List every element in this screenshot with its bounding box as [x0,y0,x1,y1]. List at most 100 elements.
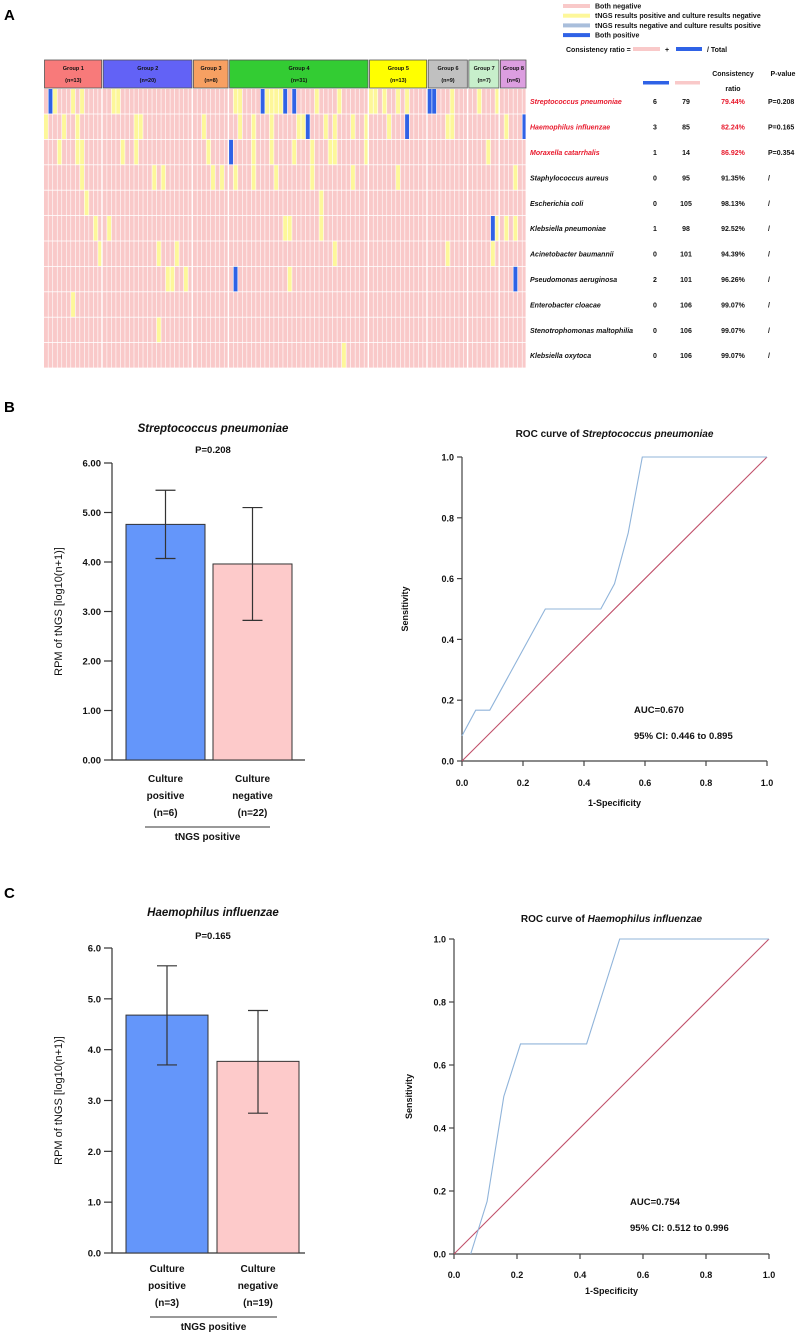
heatmap-cell [355,139,360,165]
heatmap-cell [517,216,522,241]
heatmap-cell [305,292,310,317]
heatmap-cell [328,89,333,114]
heatmap-cell [477,190,482,216]
heatmap-cell [179,266,184,292]
heatmap-cell [220,165,224,190]
heatmap-cell [129,343,134,368]
heatmap-cell [472,139,477,165]
heatmap-cell [71,266,75,292]
heatmap-cell [143,292,148,317]
category-label: Culture [148,774,183,785]
heatmap-cell [116,216,121,241]
heatmap-cell [373,190,378,216]
heatmap-cell [472,266,477,292]
heatmap-cell [310,190,315,216]
header-both-negative-swatch [675,81,700,85]
y-axis-label: RPM of tNGS [log10(n+1)] [53,547,65,676]
heatmap-cell [278,114,283,139]
heatmap-cell [454,216,459,241]
heatmap-cell [66,241,71,266]
heatmap-cell [472,165,477,190]
heatmap-cell [102,114,107,139]
heatmap-cell [400,292,405,317]
heatmap-cell [161,266,166,292]
heatmap-cell [98,292,102,317]
heatmap-cell [201,114,206,139]
heatmap-cell [328,190,333,216]
heatmap-cell [432,317,437,343]
heatmap-cell [310,165,315,190]
heatmap-cell [247,241,252,266]
heatmap-cell [463,165,467,190]
header-pvalue: P-value [771,71,796,78]
heatmap-cell [423,89,427,114]
heatmap-cell [197,190,202,216]
heatmap-cell [301,292,306,317]
heatmap-cell [373,216,378,241]
heatmap-cell [436,216,441,241]
heatmap-cell [224,216,228,241]
heatmap-cell [292,343,297,368]
y-tick-label: 0.6 [433,1061,446,1071]
heatmap-cell [508,114,513,139]
species-label: Moraxella catarrhalis [530,150,600,157]
species-label: Stenotrophomonas maltophilia [530,328,633,335]
heatmap-cell [179,139,184,165]
heatmap-cell [93,343,98,368]
heatmap-cell [102,292,107,317]
heatmap-cell [165,89,170,114]
heatmap-cell [508,165,513,190]
heatmap-cell [427,114,432,139]
heatmap-cell [116,317,121,343]
both-positive-count: 0 [653,328,657,335]
heatmap-cell [274,216,279,241]
heatmap-cell [369,190,373,216]
heatmap-cell [256,190,261,216]
heatmap-cell [179,292,184,317]
heatmap-cell [310,317,315,343]
heatmap-cell [418,89,423,114]
heatmap-cell [220,241,224,266]
heatmap-cell [215,139,220,165]
heatmap-cell [120,216,125,241]
heatmap-cell [247,317,252,343]
heatmap-cell [283,139,288,165]
heatmap-cell [283,343,288,368]
heatmap-cell [332,317,337,343]
heatmap-cell [287,292,292,317]
heatmap-cell [134,343,139,368]
heatmap-cell [423,292,427,317]
heatmap-cell [436,139,441,165]
heatmap-cell [206,89,211,114]
heatmap-cell [66,89,71,114]
chart-title: ROC curve of Haemophilus influenzae [521,914,703,925]
group-n-label: (n=20) [140,78,157,84]
heatmap-cell [120,266,125,292]
heatmap-cell [256,292,261,317]
heatmap-cell [445,165,450,190]
heatmap-cell [247,165,252,190]
heatmap-cell [405,343,410,368]
heatmap-cell [269,241,274,266]
x-tick-label: 0.0 [456,778,469,788]
heatmap-cell [301,190,306,216]
roc-curve-line [461,456,767,737]
heatmap-cell [301,114,306,139]
heatmap-cell [513,317,518,343]
heatmap-cell [215,89,220,114]
heatmap-cell [508,89,513,114]
heatmap-cell [44,317,48,343]
both-positive-count: 0 [653,302,657,309]
heatmap-cell [174,343,179,368]
heatmap-cell [224,89,228,114]
heatmap-cell [170,317,175,343]
heatmap-cell [183,89,188,114]
heatmap-cell [183,216,188,241]
heatmap-cell [517,139,522,165]
heatmap-cell [57,165,62,190]
heatmap-cell [391,165,396,190]
heatmap-cell [418,139,423,165]
both-positive-count: 1 [653,150,657,157]
heatmap-cell [192,165,197,190]
heatmap-cell [147,139,152,165]
